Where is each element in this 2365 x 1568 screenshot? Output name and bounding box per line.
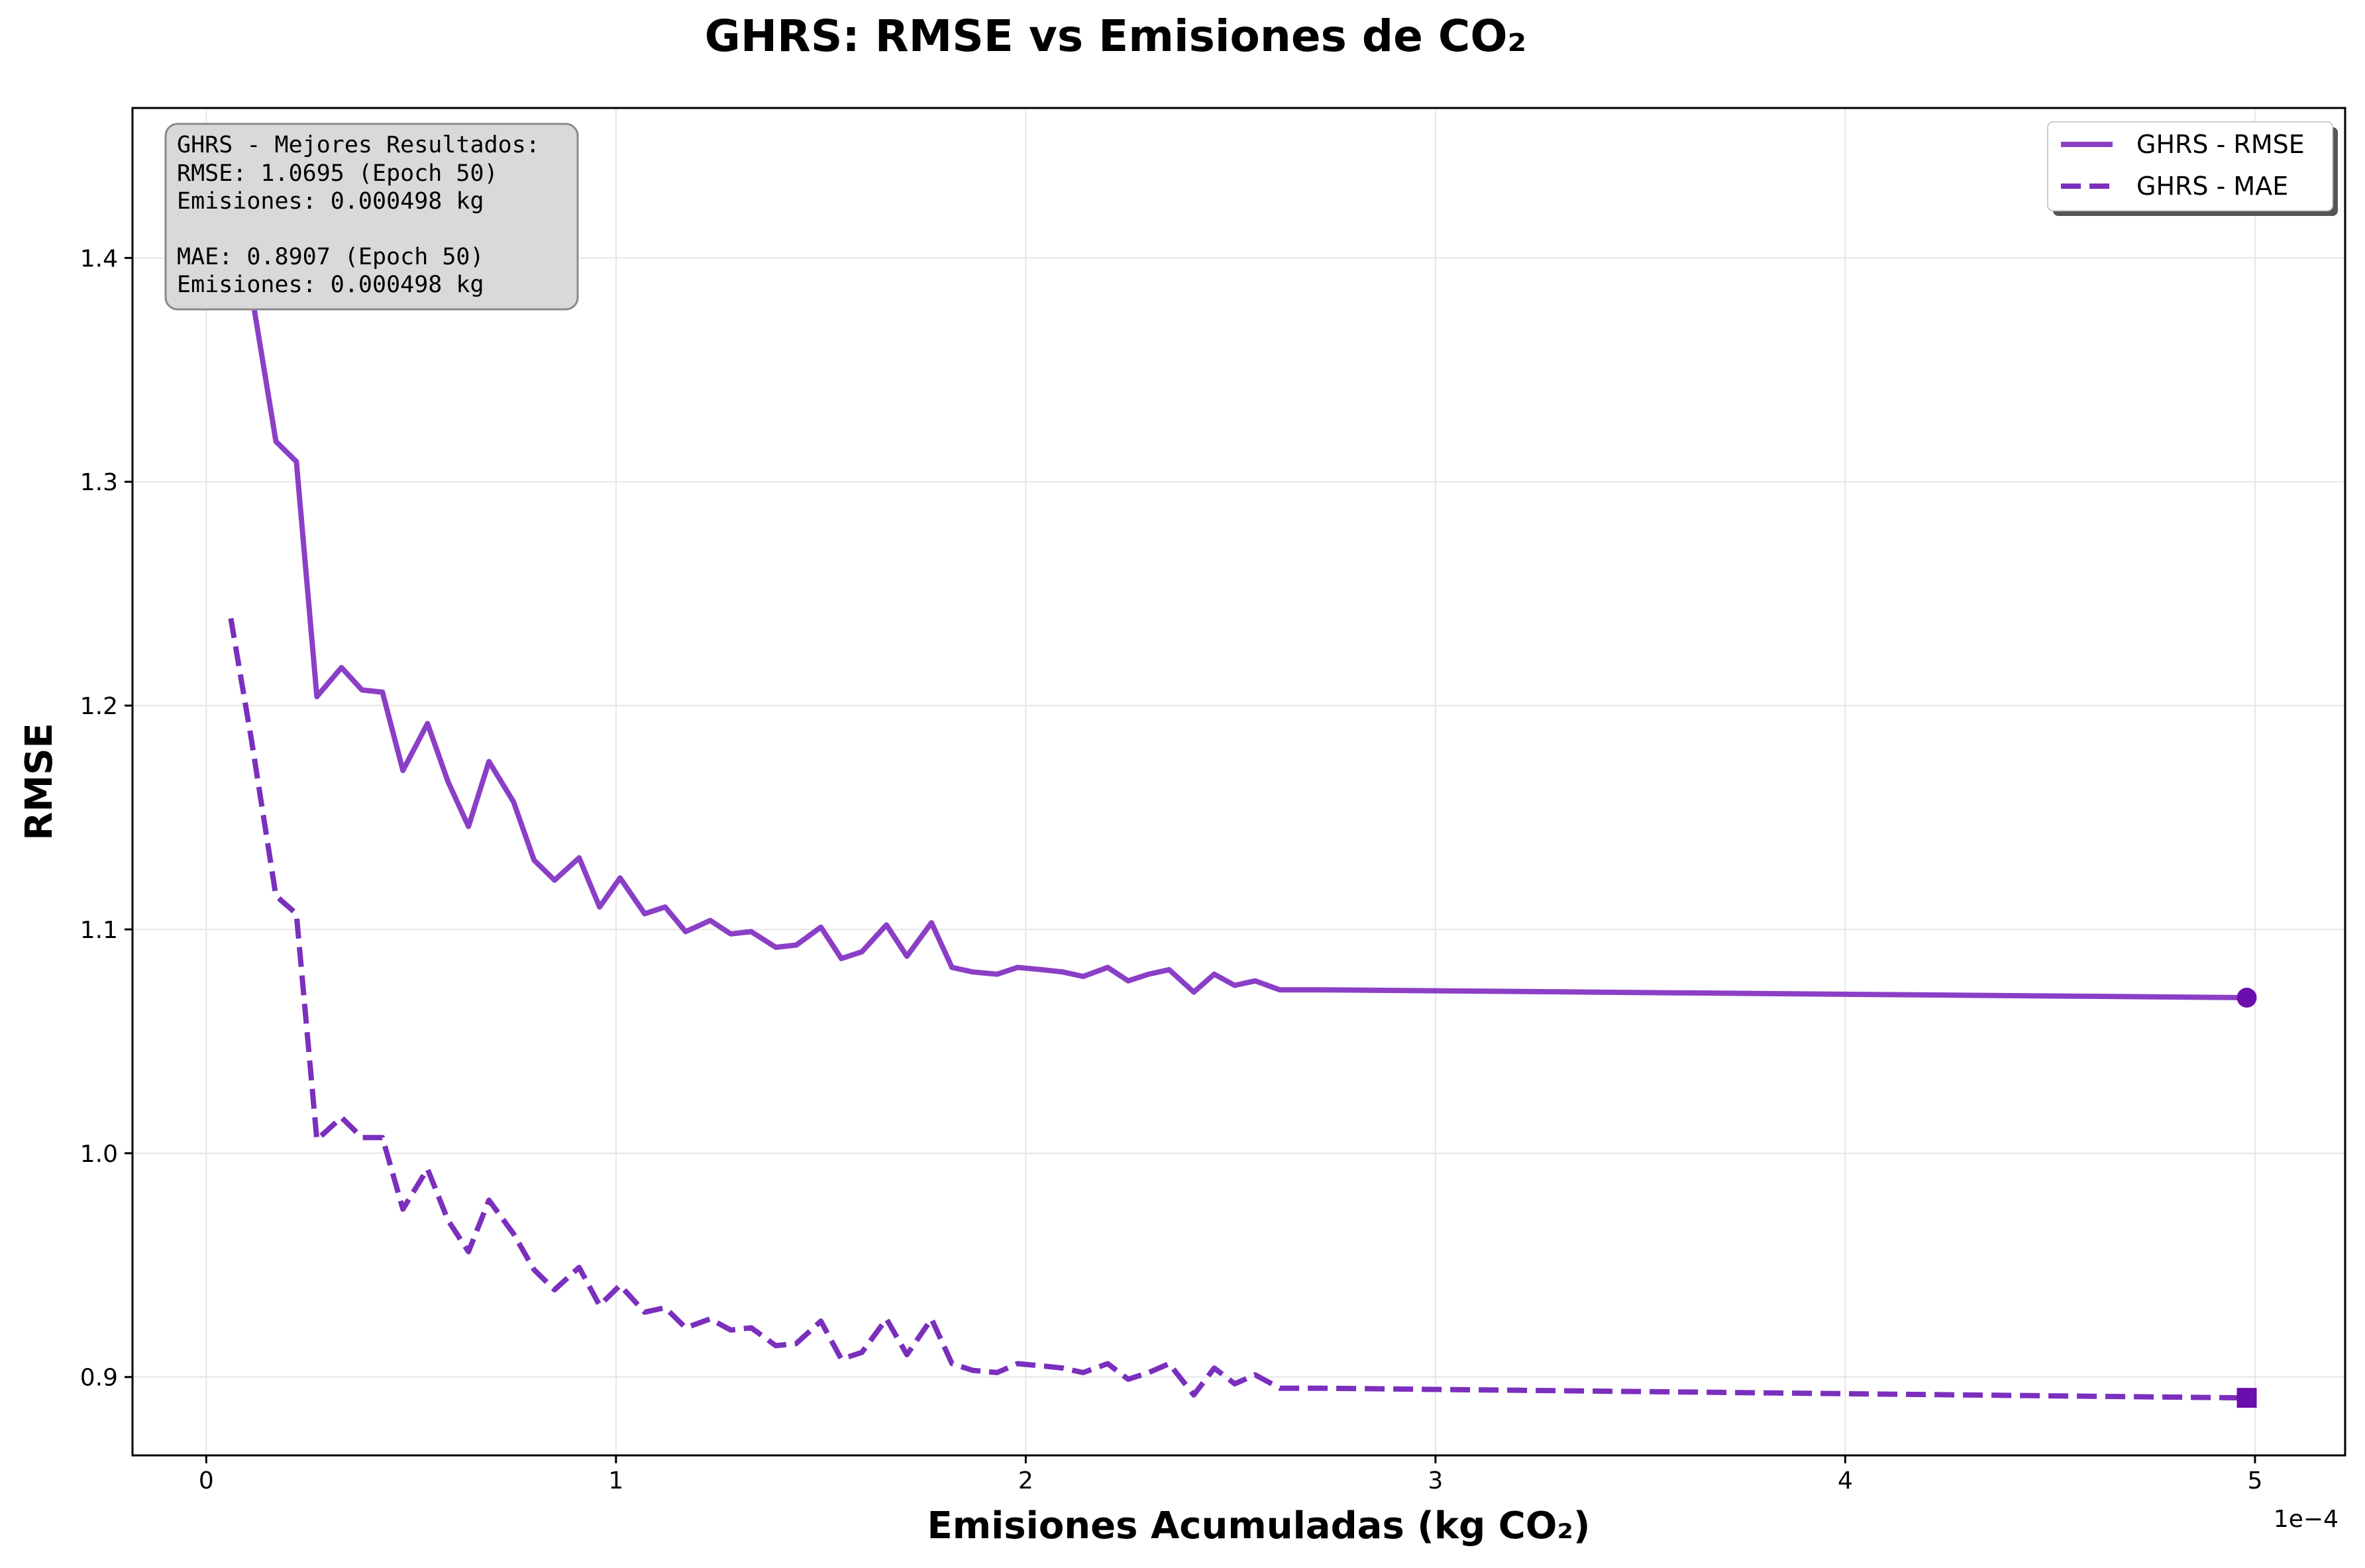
legend-box [2047, 121, 2333, 211]
series-line-mae [228, 617, 2247, 1401]
y-axis-label: RMSE [18, 723, 61, 840]
series-group [228, 156, 2247, 1401]
best-rmse-emissions-text: Emisiones: 0.000498 kg [177, 188, 484, 215]
legend: GHRS - RMSE GHRS - MAE [2047, 121, 2338, 216]
legend-label-mae: GHRS - MAE [2136, 172, 2288, 201]
x-tick-label: 0 [199, 1467, 214, 1494]
x-scale-label: 1e−4 [2274, 1506, 2339, 1533]
y-tick-label: 1.2 [80, 693, 118, 720]
y-tick-label: 1.3 [80, 469, 118, 496]
chart-title: GHRS: RMSE vs Emisiones de CO₂ [705, 11, 1527, 62]
y-tick-label: 1.0 [80, 1141, 118, 1168]
best-mae-emissions-text: Emisiones: 0.000498 kg [177, 272, 484, 298]
y-tick-label: 0.9 [80, 1365, 118, 1392]
x-tick-label: 3 [1428, 1467, 1443, 1494]
series-line-rmse [228, 156, 2247, 1000]
x-tick-label: 2 [1018, 1467, 1033, 1494]
x-tick-label: 1 [608, 1467, 623, 1494]
x-tick-label: 4 [1838, 1467, 1853, 1494]
best-rmse-marker [2236, 988, 2257, 1008]
y-tick-label: 1.4 [80, 245, 118, 272]
y-tick-label: 1.1 [80, 917, 118, 944]
best-results-box-background [164, 123, 579, 311]
best-results-box: GHRS - Mejores Resultados: RMSE: 1.0695 … [164, 123, 579, 311]
axis-ticks: 0 1 2 3 4 5 0.9 1.0 1.1 1.2 1.3 1.4 [80, 245, 2263, 1494]
plot-frame [131, 107, 2346, 1457]
best-rmse-text: RMSE: 1.0695 (Epoch 50) [177, 160, 498, 187]
x-axis-label: Emisiones Acumuladas (kg CO₂) [927, 1504, 1590, 1547]
best-results-title: GHRS - Mejores Resultados: [177, 132, 540, 158]
x-tick-label: 5 [2247, 1467, 2262, 1494]
end-markers [2236, 988, 2257, 1408]
best-mae-marker [2236, 1388, 2257, 1408]
best-mae-text: MAE: 0.8907 (Epoch 50) [177, 244, 484, 270]
legend-label-rmse: GHRS - RMSE [2136, 130, 2305, 159]
